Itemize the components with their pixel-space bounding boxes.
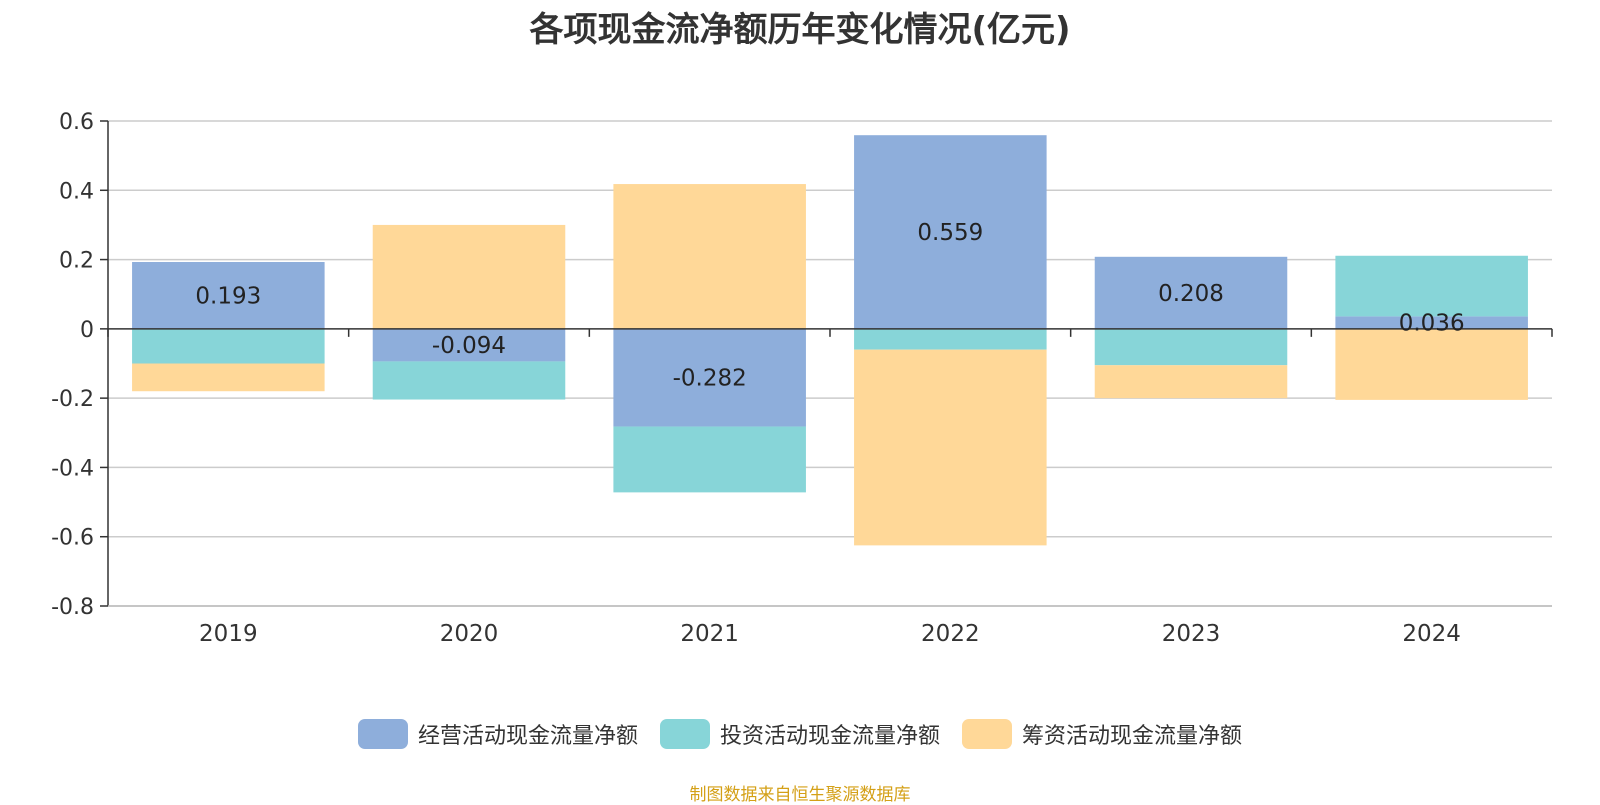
data-label: -0.094 xyxy=(432,333,506,359)
bar-2024-series-2 xyxy=(1335,328,1528,400)
bar-2021-series-0 xyxy=(613,328,806,427)
x-tick-label: 2019 xyxy=(199,621,258,647)
data-label: 0.208 xyxy=(1158,281,1224,307)
bar-2019-series-2 xyxy=(132,363,325,392)
bar-2023-series-0 xyxy=(1094,256,1288,329)
bar-2021-series-1 xyxy=(613,426,806,493)
bar-2022-series-1 xyxy=(854,328,1047,350)
y-tick-label: 0.6 xyxy=(59,110,94,135)
bar-2019-series-1 xyxy=(132,328,325,364)
x-tick-label: 2020 xyxy=(440,621,499,647)
x-tick-label: 2023 xyxy=(1162,621,1221,647)
source-note: 制图数据来自恒生聚源数据库 xyxy=(689,785,911,805)
bar-2023-series-1 xyxy=(1094,328,1288,366)
y-tick-label: 0 xyxy=(80,318,94,343)
legend-label-operating: 经营活动现金流量净额 xyxy=(417,724,638,749)
bar-2022-series-0 xyxy=(854,135,1047,329)
x-tick-label: 2021 xyxy=(680,621,739,647)
y-tick-label: -0.6 xyxy=(51,526,94,551)
x-tick-label: 2024 xyxy=(1402,621,1461,647)
y-tick-label: -0.4 xyxy=(51,456,94,481)
data-label: 0.193 xyxy=(195,283,261,309)
bar-2023-series-2 xyxy=(1094,365,1288,399)
legend-swatch-financing xyxy=(962,719,1012,749)
legend-item-investing[interactable]: 投资活动现金流量净额 xyxy=(659,718,940,750)
chart-title: 各项现金流净额历年变化情况(亿元) xyxy=(529,10,1071,50)
legend-item-operating[interactable]: 经营活动现金流量净额 xyxy=(357,718,638,750)
data-label: 0.036 xyxy=(1399,311,1465,337)
data-label: 0.559 xyxy=(917,220,983,246)
legend-label-investing: 投资活动现金流量净额 xyxy=(719,724,940,749)
bar-2019-series-0 xyxy=(132,261,325,329)
legend-swatch-investing xyxy=(659,719,710,749)
x-tick-label: 2022 xyxy=(921,621,980,647)
bar-2020-series-1 xyxy=(372,361,566,400)
bar-2024-series-0 xyxy=(1335,316,1528,329)
y-tick-label: 0.4 xyxy=(59,179,94,204)
legend-label-financing: 筹资活动现金流量净额 xyxy=(1022,724,1243,749)
y-tick-label: 0.2 xyxy=(59,249,94,274)
bar-2022-series-2 xyxy=(854,349,1047,546)
bar-2020-series-0 xyxy=(372,328,566,362)
bar-2020-series-2 xyxy=(372,224,566,329)
data-label: -0.282 xyxy=(673,366,747,392)
bar-2021-series-2 xyxy=(613,184,806,329)
legend-item-financing[interactable]: 筹资活动现金流量净额 xyxy=(962,718,1242,750)
legend: 经营活动现金流量净额 投资活动现金流量净额 筹资活动现金流量净额 xyxy=(0,718,1600,750)
y-tick-label: -0.8 xyxy=(51,595,94,620)
bar-2024-series-1 xyxy=(1335,255,1528,317)
legend-swatch-operating xyxy=(357,719,408,749)
y-tick-label: -0.2 xyxy=(51,387,94,412)
